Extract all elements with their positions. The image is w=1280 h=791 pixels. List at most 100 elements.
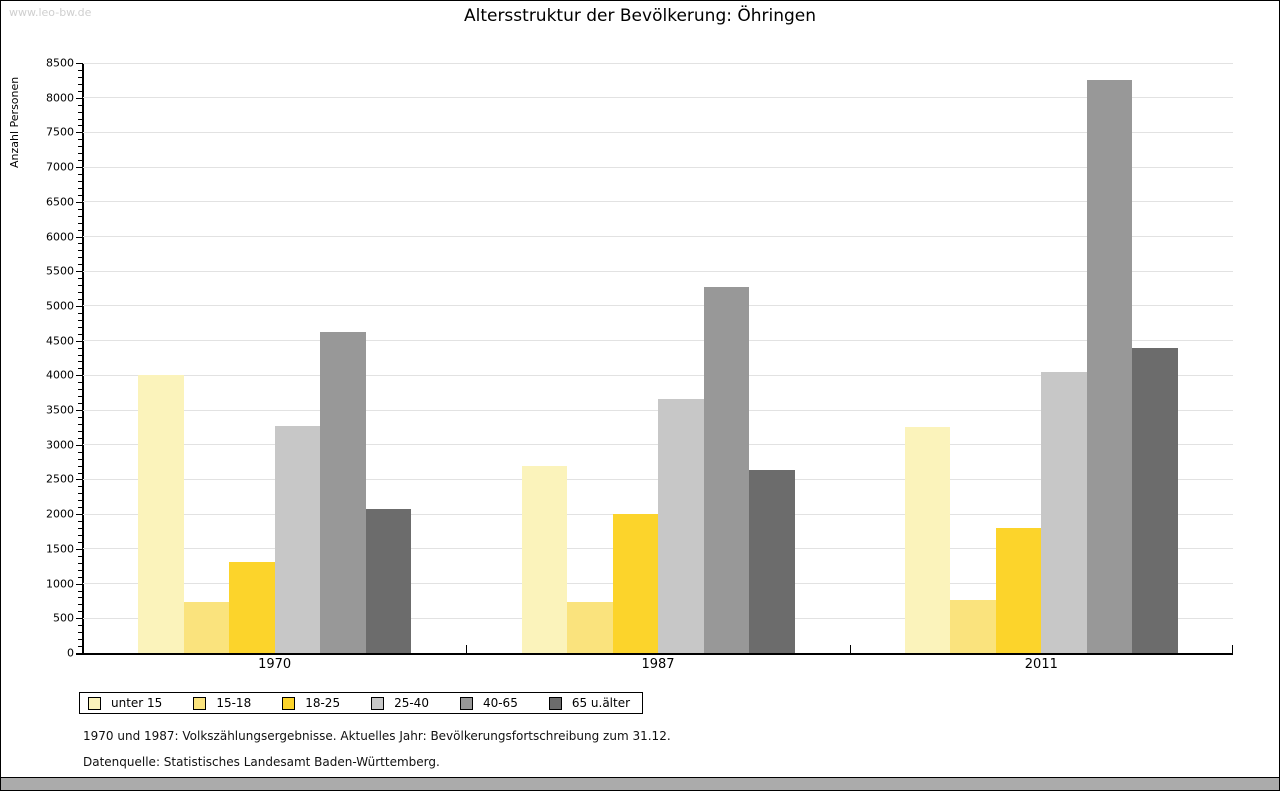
y-axis-tick-label: 8500 [46, 56, 74, 70]
y-axis-minor-tick [78, 208, 82, 210]
y-axis-minor-tick [78, 486, 82, 488]
gridline [83, 166, 1233, 168]
y-axis-tick-label: 8000 [46, 91, 74, 105]
bar-2011-65-u-lter [1132, 347, 1178, 653]
plot-area: 0 500 1000 1500 2000 2500 3000 3500 4000 4500 5000… [46, 57, 1233, 672]
y-axis-minor-tick [78, 146, 82, 148]
x-axis-separator-tick [1232, 645, 1233, 653]
y-axis-tick-label: 6000 [46, 230, 74, 244]
bar-2011-15-18 [950, 600, 996, 653]
y-axis-minor-tick [78, 528, 82, 530]
y-axis-minor-tick [78, 590, 82, 592]
x-axis-separator-tick [466, 645, 468, 653]
legend-label: 15-18 [216, 696, 252, 710]
y-axis-tick-label: 1500 [46, 542, 74, 556]
legend-label: 40-65 [482, 696, 518, 710]
bar-1987-65-u-lter [749, 470, 795, 653]
x-axis-separator-tick [83, 645, 84, 653]
y-axis-minor-tick [78, 139, 82, 141]
y-axis-major-tick [76, 618, 82, 620]
bar-1987-18-25 [612, 514, 658, 653]
y-axis-major-tick [76, 167, 82, 169]
legend-swatch [88, 696, 101, 710]
y-axis-minor-tick [78, 423, 82, 425]
y-axis-minor-tick [78, 299, 82, 300]
y-axis-minor-tick [78, 333, 82, 335]
y-axis-minor-tick [78, 646, 82, 648]
legend-item: 18-25 [282, 696, 340, 710]
y-axis-minor-tick [78, 181, 82, 182]
y-axis-minor-tick [78, 250, 82, 252]
bar-1987-40-65 [703, 287, 749, 653]
y-axis-minor-tick [78, 569, 82, 571]
y-axis-minor-tick [78, 625, 82, 627]
gridline [83, 340, 1233, 342]
y-axis-tick-label: 3500 [46, 403, 74, 417]
legend-swatch [193, 696, 207, 710]
y-axis-minor-tick [78, 278, 82, 280]
y-axis-tick-label: 0 [67, 646, 74, 660]
y-axis-minor-tick [78, 493, 82, 495]
y-axis-tick-label: 2500 [46, 472, 74, 486]
bar-2011-unter-15 [904, 426, 951, 653]
y-axis-minor-tick [78, 507, 82, 509]
y-axis-minor-tick [78, 76, 82, 78]
watermark: www.leo-bw.de [9, 6, 92, 19]
y-axis-minor-tick [78, 389, 82, 391]
gridline [83, 374, 1233, 376]
chart-title: Altersstruktur der Bevölkerung: Öhringen [463, 6, 817, 26]
y-axis-minor-tick [78, 451, 82, 453]
bar-2011-18-25 [995, 528, 1042, 653]
y-axis-tick-label: 7500 [46, 125, 74, 139]
gridline [83, 236, 1233, 238]
y-axis-minor-tick [78, 555, 82, 557]
y-axis-minor-tick [78, 500, 82, 502]
y-axis-major-tick [76, 63, 82, 64]
y-axis-tick-label: 4000 [46, 368, 74, 382]
bar-1970-25-40 [274, 426, 321, 653]
y-axis-minor-tick [78, 215, 82, 217]
bar-1970-40-65 [320, 332, 366, 653]
y-axis-minor-tick [78, 326, 82, 328]
y-axis-minor-tick [78, 347, 82, 349]
legend-label: unter 15 [111, 696, 163, 710]
y-axis-tick-label: 4500 [46, 334, 74, 348]
y-axis-minor-tick [78, 243, 82, 245]
y-axis-minor-tick [78, 118, 82, 120]
y-axis-major-tick [76, 653, 82, 654]
y-axis-minor-tick [78, 382, 82, 384]
y-axis-minor-tick [78, 319, 82, 321]
footnote-source-years: 1970 und 1987: Volkszählungsergebnisse. … [83, 729, 671, 743]
legend: unter 15 15-18 18-25 25-40 40-65 65 u.älter [79, 692, 644, 714]
legend-label: 18-25 [305, 696, 341, 710]
bar-1970-unter-15 [138, 375, 184, 653]
legend-swatch [282, 696, 296, 710]
gridline [83, 270, 1233, 272]
y-axis-minor-tick [78, 104, 82, 106]
y-axis-major-tick [76, 97, 82, 99]
y-axis-minor-tick [78, 639, 82, 641]
y-axis-tick-label: 5500 [46, 264, 74, 278]
footnote-data-source: Datenquelle: Statistisches Landesamt Bad… [83, 755, 440, 769]
y-axis-minor-tick [78, 458, 82, 460]
y-axis-major-tick [76, 444, 82, 446]
gridline [83, 131, 1233, 133]
y-axis-minor-tick [78, 153, 82, 155]
y-axis-minor-tick [78, 229, 82, 231]
y-axis-minor-tick [78, 222, 82, 224]
window-chrome-bottom [1, 777, 1279, 790]
bar-1987-15-18 [567, 601, 613, 653]
y-axis-minor-tick [78, 541, 82, 543]
y-axis-minor-tick [78, 111, 82, 113]
y-axis-minor-tick [78, 125, 82, 127]
legend-swatch [459, 696, 473, 710]
y-axis-minor-tick [78, 69, 82, 71]
bar-1970-15-18 [183, 602, 230, 653]
y-axis-label: Anzahl Personen [8, 76, 21, 168]
bar-2011-40-65 [1086, 80, 1133, 653]
legend-item: 40-65 [459, 696, 518, 710]
bar-1987-unter-15 [521, 466, 567, 653]
y-axis-minor-tick [78, 417, 82, 418]
y-axis-major-tick [76, 236, 82, 238]
